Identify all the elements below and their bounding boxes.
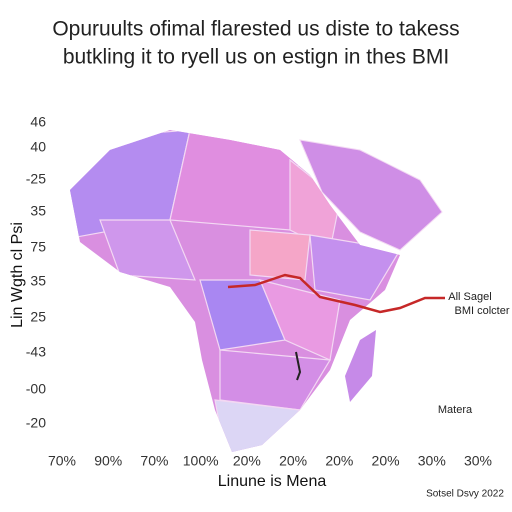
y-tick-label: 35 (30, 203, 46, 219)
x-tick-label: 100% (183, 453, 219, 469)
region (214, 399, 302, 452)
x-tick-label: 20% (325, 453, 353, 469)
y-axis-label: Lin Wgth cl Psi (9, 222, 26, 328)
x-tick-label: 30% (464, 453, 492, 469)
x-tick-label: 90% (94, 453, 122, 469)
y-tick-label: -25 (26, 171, 46, 187)
region (169, 130, 301, 231)
title-line: butkling it to ryell us on estign in the… (63, 46, 449, 69)
title-line: Opuruults ofimal flarested us diste to t… (52, 18, 459, 41)
x-tick-label: 30% (418, 453, 446, 469)
y-tick-label: -00 (26, 381, 46, 397)
source: Sotsel Dsvy 2022 (426, 489, 504, 500)
annotation: Matera (438, 404, 473, 416)
x-tick-label: 70% (48, 453, 76, 469)
africa (70, 130, 445, 452)
y-tick-label: 25 (30, 309, 46, 325)
y-tick-label: -20 (26, 415, 46, 431)
route-line (227, 273, 445, 314)
x-tick-label: 70% (140, 453, 168, 469)
annotation: BMI colcter (454, 305, 509, 317)
y-tick-label: 46 (30, 114, 46, 130)
madagascar (345, 330, 376, 402)
y-tick-label: 40 (30, 139, 46, 155)
region (99, 219, 196, 281)
region (309, 234, 400, 301)
region (249, 229, 311, 281)
x-tick-label: 20% (233, 453, 261, 469)
marker (295, 351, 302, 381)
x-axis-label: Linune is Mena (218, 473, 327, 490)
y-tick-label: 75 (30, 239, 46, 255)
x-tick-label: 20% (372, 453, 400, 469)
region (219, 349, 332, 411)
x-tick-label: 20% (279, 453, 307, 469)
annotation: All Sagel (448, 291, 491, 303)
y-tick-label: -43 (26, 344, 46, 360)
arabia (299, 139, 443, 251)
y-tick-label: 35 (30, 273, 46, 289)
